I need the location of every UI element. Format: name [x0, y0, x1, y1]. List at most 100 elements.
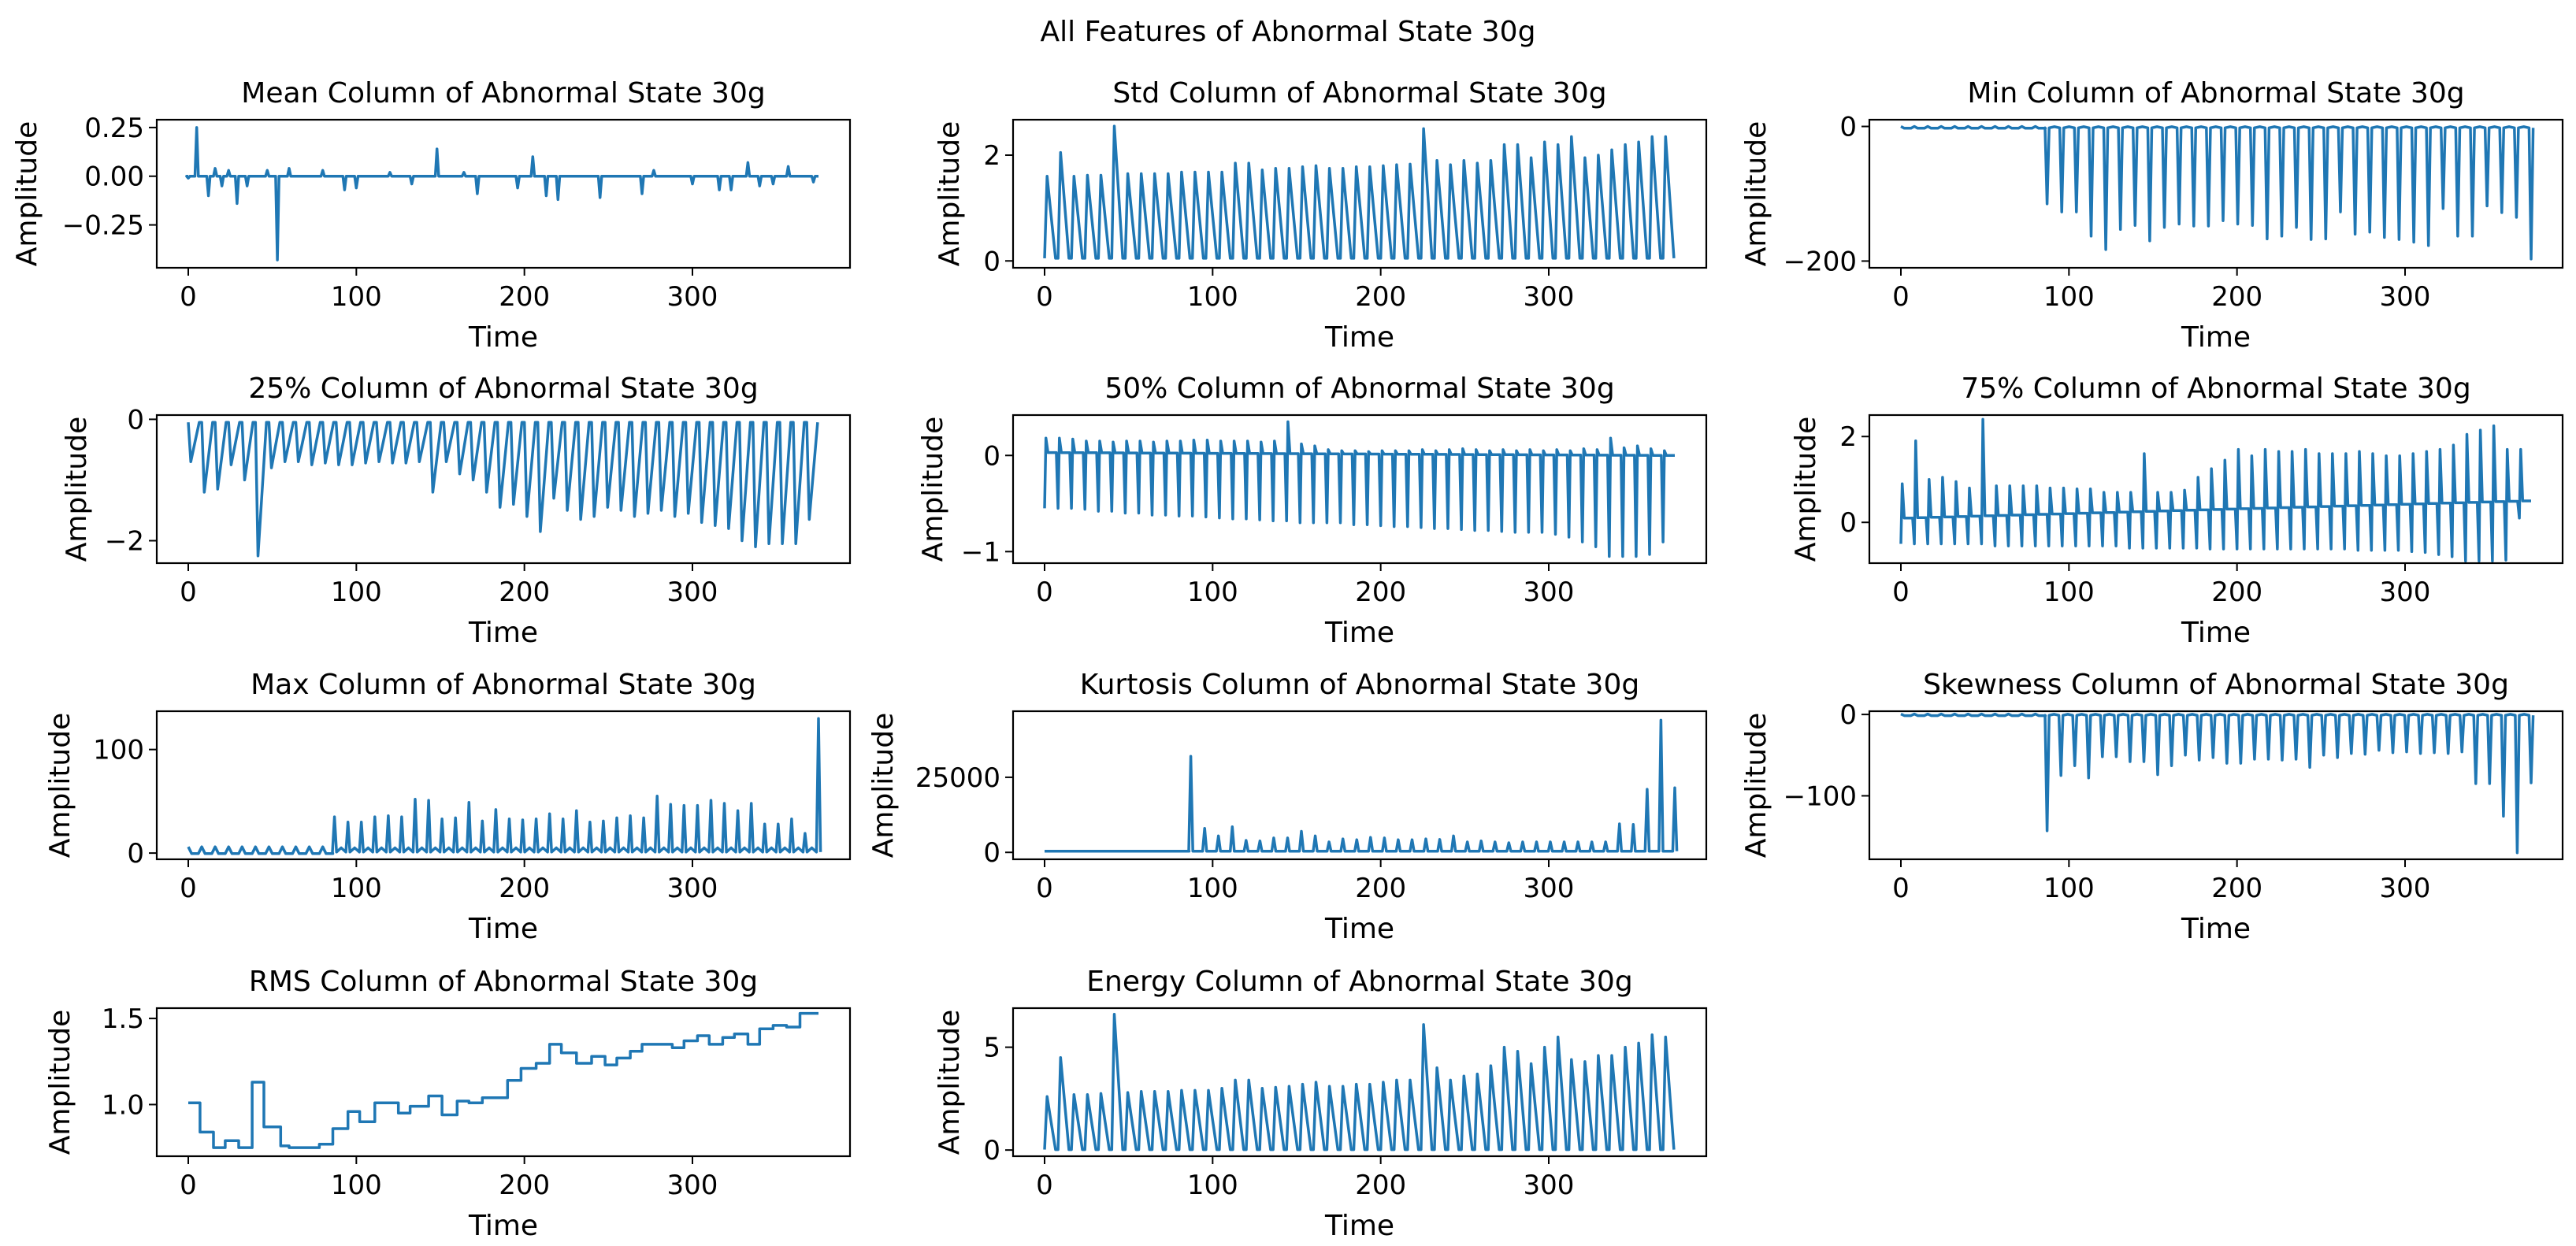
subplot-std: Std Column of Abnormal State 30g 0 100 200 3… — [934, 77, 1708, 354]
subplot-p75: 75% Column of Abnormal State 30g 0 100 200 3… — [1790, 373, 2564, 649]
x-tick-label: 0 — [1892, 873, 1910, 904]
subplot-rms: RMS Column of Abnormal State 30g 0 100 200 3… — [44, 966, 852, 1242]
x-tick-label: 100 — [331, 1170, 382, 1201]
x-axis-label: Time — [2181, 617, 2251, 649]
x-tick-label: 100 — [331, 577, 382, 608]
y-axis-label: Amplitude — [917, 417, 949, 562]
subplot-energy: Energy Column of Abnormal State 30g 0 100 2… — [934, 966, 1708, 1242]
axes-frame — [1868, 413, 2564, 565]
y-axis-label: Amplitude — [934, 1010, 966, 1155]
series-line-mean — [185, 126, 818, 261]
y-tick-label: 1.5 — [102, 1003, 144, 1035]
x-tick-label: 200 — [1355, 1170, 1406, 1201]
x-tick-label: 200 — [1355, 281, 1406, 313]
y-tick-label: −200 — [1784, 246, 1857, 277]
axes-frame — [155, 710, 852, 861]
x-tick-label: 0 — [180, 577, 197, 608]
subplot-max: Max Column of Abnormal State 30g 0 100 200 3… — [44, 669, 852, 945]
series-line-energy — [1043, 1013, 1676, 1151]
y-axis-label: Amplitude — [1740, 121, 1772, 266]
x-tick-label: 200 — [499, 1170, 550, 1201]
series-line-p25 — [187, 421, 819, 558]
y-tick-label: 2 — [1839, 421, 1857, 453]
x-tick-label: 100 — [1187, 873, 1238, 904]
subplot-title: Min Column of Abnormal State 30g — [1967, 77, 2464, 109]
x-tick-label: 300 — [1524, 1170, 1575, 1201]
x-tick-label: 0 — [180, 1170, 197, 1201]
y-tick-label: 1.0 — [102, 1089, 144, 1121]
x-tick-label: 100 — [1187, 281, 1238, 313]
axes-frame — [1011, 413, 1708, 565]
series-line-kurtosis — [1045, 718, 1679, 853]
x-tick-label: 0 — [1892, 281, 1910, 313]
y-tick-label: 0 — [127, 404, 144, 436]
x-tick-label: 200 — [2211, 873, 2262, 904]
x-tick-label: 0 — [1036, 873, 1053, 904]
axes-frame — [155, 118, 852, 269]
x-tick-label: 200 — [2211, 281, 2262, 313]
x-tick-label: 300 — [1524, 577, 1575, 608]
y-axis-label: Amplitude — [11, 121, 43, 266]
x-tick-label: 100 — [1187, 1170, 1238, 1201]
x-tick-label: 100 — [331, 873, 382, 904]
x-tick-label: 300 — [2380, 281, 2431, 313]
axes-frame — [155, 1007, 852, 1158]
x-axis-label: Time — [1324, 617, 1394, 649]
subplot-mean: Mean Column of Abnormal State 30g 0 100 200… — [11, 77, 852, 354]
y-tick-label: 0 — [127, 838, 144, 870]
x-tick-label: 100 — [331, 281, 382, 313]
y-axis-label: Amplitude — [934, 121, 966, 266]
y-axis-label: Amplitude — [1790, 417, 1822, 562]
x-axis-label: Time — [468, 1210, 538, 1242]
subplot-min: Min Column of Abnormal State 30g 0 100 200 3… — [1740, 77, 2564, 354]
x-tick-label: 300 — [667, 577, 718, 608]
figure-suptitle: All Features of Abnormal State 30g — [1041, 16, 1536, 48]
y-tick-label: 25000 — [915, 762, 1000, 794]
x-tick-label: 200 — [1355, 873, 1406, 904]
axes-frame — [1868, 710, 2564, 861]
x-tick-label: 200 — [499, 281, 550, 313]
y-axis-label: Amplitude — [867, 713, 900, 858]
x-tick-label: 300 — [1524, 281, 1575, 313]
series-line-max — [187, 717, 822, 855]
x-tick-label: 0 — [180, 281, 197, 313]
y-tick-label: 0.25 — [84, 113, 144, 144]
series-line-min — [1900, 124, 2535, 261]
y-tick-label: 0 — [1839, 112, 1857, 143]
x-axis-label: Time — [468, 321, 538, 354]
x-tick-label: 200 — [2211, 577, 2262, 608]
x-tick-label: 200 — [1355, 577, 1406, 608]
x-axis-label: Time — [1324, 913, 1394, 945]
subplot-title: Kurtosis Column of Abnormal State 30g — [1080, 669, 1639, 701]
series-line-skewness — [1900, 712, 2535, 855]
x-tick-label: 300 — [667, 281, 718, 313]
x-tick-label: 100 — [1187, 577, 1238, 608]
x-tick-label: 100 — [2043, 577, 2095, 608]
x-tick-label: 300 — [667, 1170, 718, 1201]
subplot-title: 25% Column of Abnormal State 30g — [248, 373, 758, 405]
subplot-title: Std Column of Abnormal State 30g — [1112, 77, 1606, 109]
series-line-p75 — [1899, 417, 2531, 563]
x-axis-label: Time — [468, 913, 538, 945]
axes-frame — [1011, 118, 1708, 269]
x-tick-label: 0 — [1036, 281, 1053, 313]
y-axis-label: Amplitude — [44, 1010, 76, 1155]
y-tick-label: 0 — [1839, 699, 1857, 731]
y-axis-label: Amplitude — [44, 713, 76, 858]
x-axis-label: Time — [2181, 321, 2251, 354]
x-tick-label: 300 — [1524, 873, 1575, 904]
x-tick-label: 0 — [1892, 577, 1910, 608]
x-tick-label: 200 — [499, 577, 550, 608]
series-line-std — [1043, 124, 1676, 260]
x-axis-label: Time — [468, 617, 538, 649]
series-line-p50 — [1043, 420, 1675, 558]
y-tick-label: 0.00 — [84, 161, 144, 193]
y-axis-label: Amplitude — [1740, 713, 1772, 858]
subplot-skewness: Skewness Column of Abnormal State 30g 0 10… — [1740, 669, 2564, 945]
subplot-title: Mean Column of Abnormal State 30g — [241, 77, 765, 109]
x-tick-label: 200 — [499, 873, 550, 904]
y-tick-label: 2 — [983, 140, 1000, 172]
x-tick-label: 100 — [2043, 281, 2095, 313]
